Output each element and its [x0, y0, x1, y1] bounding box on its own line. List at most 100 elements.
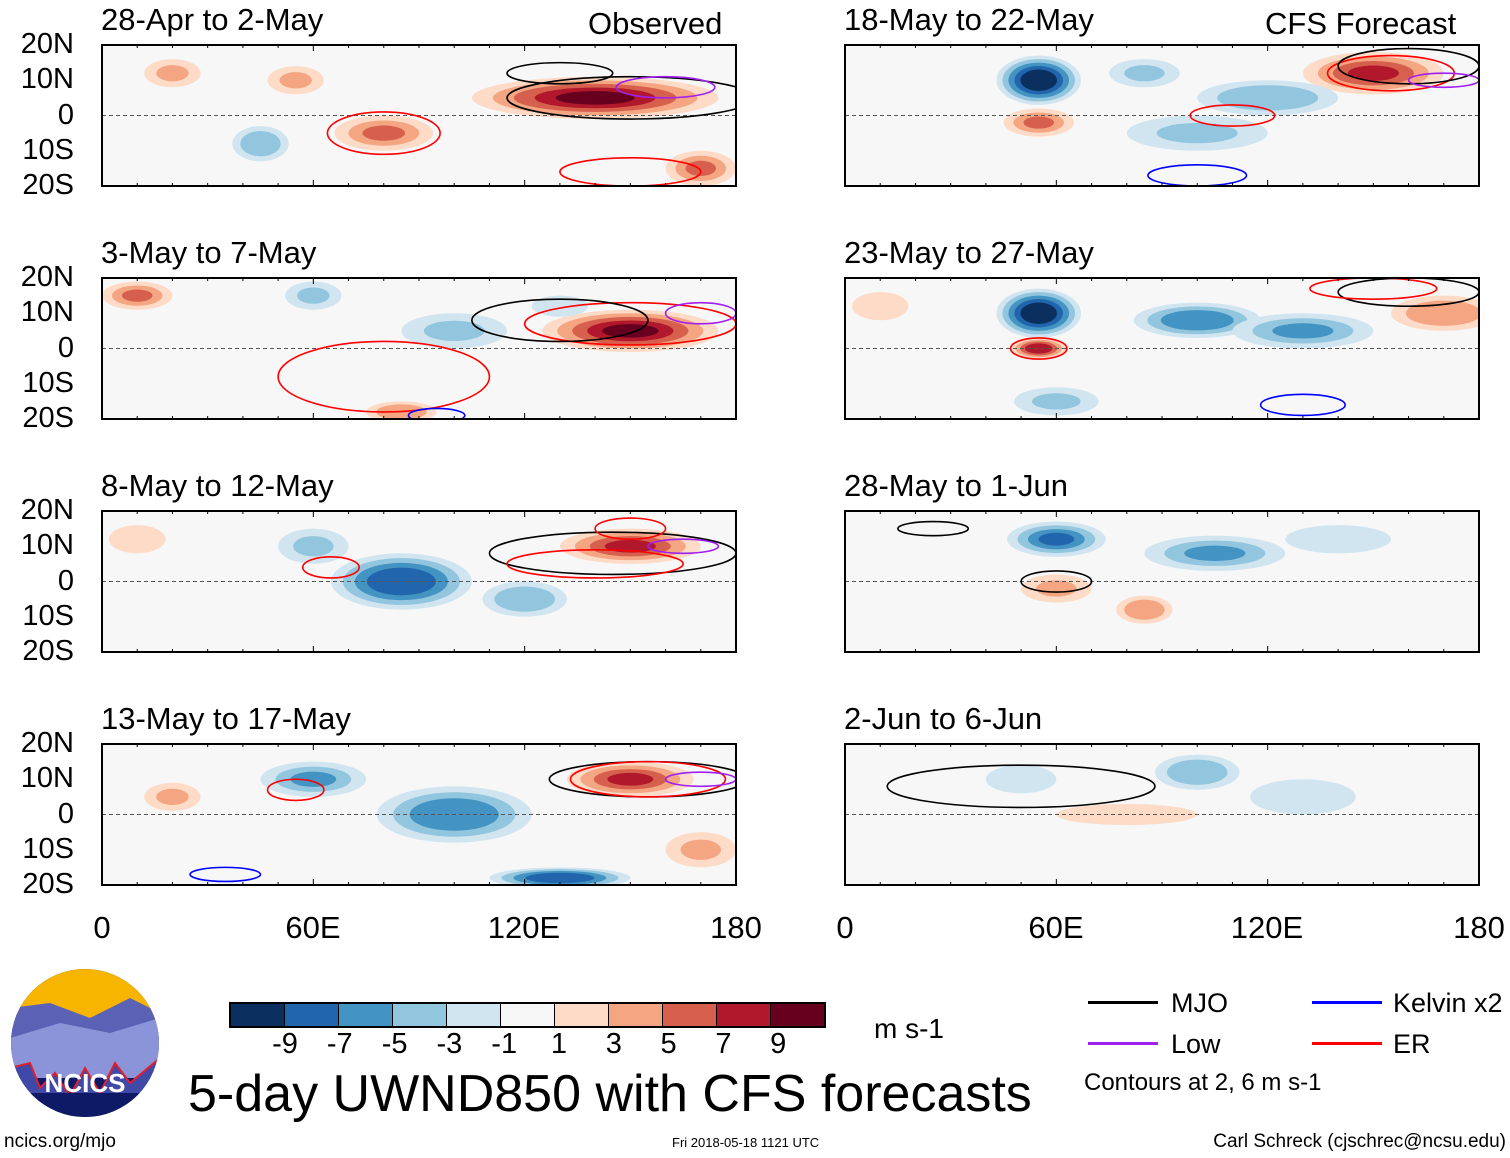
mjo-legend-line: [1088, 1001, 1158, 1004]
footer-timestamp: Fri 2018-05-18 1121 UTC: [672, 1135, 820, 1150]
wind-anomaly-shading: [864, 298, 897, 315]
colorbar: [229, 1002, 826, 1028]
y-tick-label: 10S: [22, 599, 74, 632]
wind-anomaly-shading: [1132, 603, 1157, 616]
low-contour: [615, 75, 716, 99]
y-tick-label: 20S: [22, 635, 74, 667]
wind-anomaly-shading: [1156, 122, 1238, 144]
wind-anomaly-shading: [279, 72, 312, 89]
panel-title: 23-May to 27-May: [844, 235, 1094, 270]
wind-anomaly-shading: [1023, 116, 1054, 129]
y-tick-label: 20S: [22, 169, 74, 201]
wind-anomaly-shading: [156, 65, 189, 82]
y-tick-label: 0: [57, 331, 74, 364]
kelvin-contour: [1259, 393, 1346, 417]
wind-anomaly-shading: [248, 136, 273, 152]
wind-anomaly-shading: [602, 324, 659, 338]
y-tick-label: 20N: [20, 28, 74, 60]
observed-label: Observed: [588, 6, 723, 41]
low-contour: [647, 538, 720, 555]
wind-anomaly-shading: [555, 91, 635, 105]
kelvin-legend-line: [1312, 1001, 1382, 1004]
map-panel: [101, 510, 737, 653]
y-tick-label: 0: [57, 98, 74, 131]
map-panel: [101, 743, 737, 886]
wind-anomaly-shading: [680, 839, 722, 860]
colorbar-swatch: [771, 1004, 824, 1026]
colorbar-tick-label: -5: [381, 1028, 408, 1060]
er-contour: [559, 157, 702, 186]
wind-anomaly-shading: [1029, 345, 1048, 352]
colorbar-units: m s-1: [874, 1013, 944, 1044]
wind-anomaly-shading: [423, 320, 485, 342]
logo-text: NCICS: [45, 1068, 126, 1098]
panel-title: 18-May to 22-May: [844, 2, 1094, 37]
wind-anomaly-shading: [1032, 393, 1081, 410]
colorbar-swatch: [501, 1004, 555, 1026]
y-tick-label: 10N: [20, 762, 74, 795]
wind-anomaly-shading: [362, 125, 406, 141]
y-tick-label: 20S: [22, 402, 74, 434]
wind-anomaly-shading: [1026, 73, 1052, 88]
er-contour: [506, 548, 684, 579]
wind-anomaly-shading: [1272, 786, 1334, 808]
wind-anomaly-shading: [297, 287, 330, 304]
er-contour: [569, 760, 727, 798]
er-contour: [277, 340, 491, 413]
wind-anomaly-shading: [1038, 532, 1075, 546]
kelvin-contour: [189, 866, 262, 883]
y-tick-label: 20N: [20, 261, 74, 293]
x-tick-right-0: 0: [836, 910, 854, 945]
kelvin-contour: [407, 407, 466, 419]
er-contour: [1309, 278, 1438, 300]
map-panel: [844, 277, 1480, 420]
map-panel: [101, 44, 737, 187]
x-tick-left-180: 180: [710, 910, 762, 945]
y-tick-label: 0: [57, 797, 74, 830]
er-contour: [1189, 104, 1276, 127]
y-tick-label: 20N: [20, 727, 74, 759]
colorbar-swatch: [555, 1004, 609, 1026]
map-panel: [101, 277, 737, 420]
wind-anomaly-shading: [293, 536, 334, 557]
er-legend-line: [1312, 1042, 1382, 1045]
er-legend-label: ER: [1393, 1029, 1431, 1059]
colorbar-tick-label: -9: [272, 1028, 298, 1060]
wind-anomaly-shading: [1237, 90, 1299, 106]
wind-anomaly-shading: [1420, 305, 1467, 321]
wind-anomaly-shading: [607, 772, 654, 786]
y-tick-label: 10N: [20, 529, 74, 562]
colorbar-swatch: [231, 1004, 285, 1026]
wind-anomaly-shading: [1174, 313, 1221, 327]
footer-url[interactable]: ncics.org/mjo: [4, 1131, 116, 1152]
panel-title: 28-Apr to 2-May: [101, 2, 324, 37]
wind-anomaly-shading: [1307, 531, 1369, 548]
mjo-legend-label: MJO: [1171, 988, 1228, 1018]
mjo-contour: [471, 298, 649, 343]
colorbar-swatch: [393, 1004, 447, 1026]
colorbar-swatch: [717, 1004, 771, 1026]
colorbar-tick-label: 9: [770, 1028, 787, 1060]
mjo-contour: [506, 61, 614, 85]
kelvin-contour: [1147, 164, 1248, 186]
x-tick-right-60e: 60E: [1028, 910, 1084, 945]
wind-anomaly-shading: [1178, 764, 1216, 780]
wind-anomaly-shading: [1272, 323, 1334, 339]
y-tick-label: 20S: [22, 868, 74, 900]
er-contour: [594, 517, 667, 540]
colorbar-swatch: [663, 1004, 717, 1026]
wind-anomaly-shading: [121, 289, 153, 302]
er-contour: [301, 556, 360, 579]
ncics-logo: NCICS: [11, 969, 159, 1117]
wind-anomaly-shading: [506, 591, 543, 607]
wind-anomaly-shading: [537, 874, 583, 882]
colorbar-tick-label: -3: [436, 1028, 463, 1060]
map-panel: [844, 510, 1480, 653]
y-tick-label: 10S: [22, 366, 74, 399]
wind-anomaly-shading: [1124, 65, 1165, 82]
kelvin-legend-label: Kelvin x2: [1393, 988, 1503, 1018]
x-tick-right-120e: 120E: [1230, 910, 1304, 945]
x-tick-right-180: 180: [1453, 910, 1505, 945]
y-tick-label: 10S: [22, 133, 74, 166]
